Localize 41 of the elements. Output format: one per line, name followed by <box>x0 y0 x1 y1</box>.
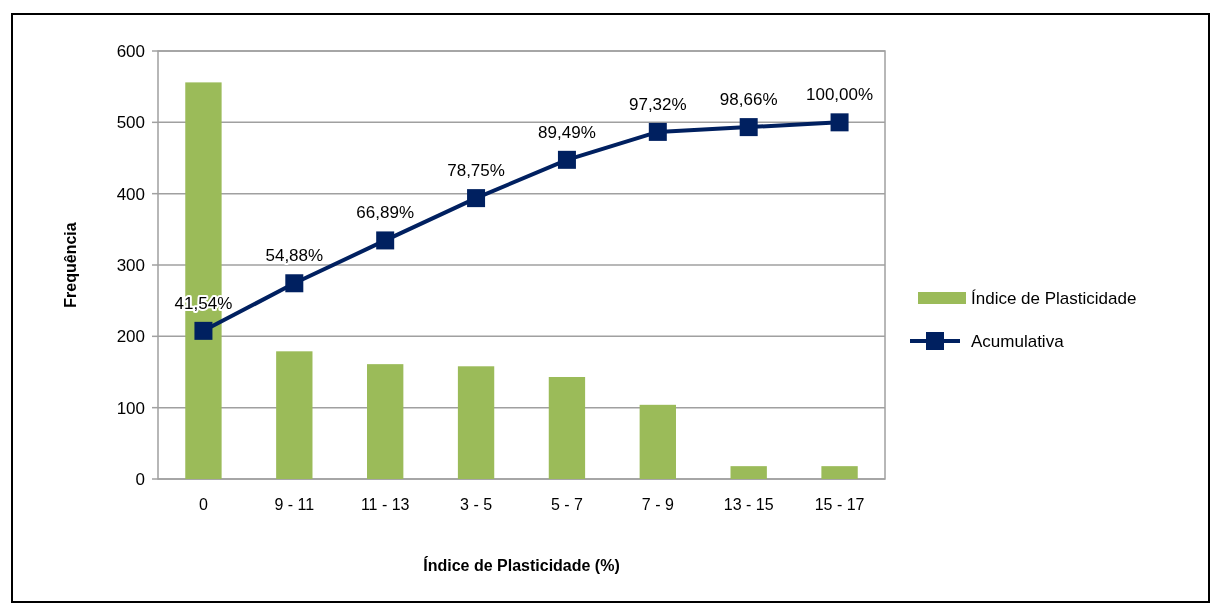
y-tick-label: 100 <box>116 398 145 418</box>
point <box>739 118 758 137</box>
x-tick-label: 9 - 11 <box>274 496 315 513</box>
x-tick-label: 5 - 7 <box>550 496 584 513</box>
bar <box>821 466 858 479</box>
legend-label: Índice de Plasticidade <box>971 288 1137 308</box>
point <box>830 113 849 132</box>
bar <box>639 404 676 479</box>
x-tick-label: 15 - 17 <box>814 496 865 513</box>
x-axis-title: Índice de Plasticidade (%) <box>423 556 620 574</box>
legend-label: Acumulativa <box>971 331 1065 351</box>
y-tick-label: 400 <box>116 184 145 204</box>
bar <box>457 366 495 479</box>
bar <box>367 364 404 479</box>
data-label: 89,49% <box>538 122 596 142</box>
data-label: 66,89% <box>356 203 415 223</box>
x-tick-label: 0 <box>198 496 208 513</box>
bar <box>276 351 313 479</box>
point <box>376 231 395 250</box>
y-tick-label: 300 <box>116 255 145 275</box>
point <box>467 189 486 208</box>
data-label: 78,75% <box>447 161 505 181</box>
data-label: 97,32% <box>628 94 687 114</box>
point <box>285 274 304 293</box>
data-label: 98,66% <box>719 90 778 110</box>
y-axis-title: Frequência <box>62 222 79 308</box>
point <box>648 122 667 141</box>
point <box>194 321 213 340</box>
y-tick-label: 500 <box>116 113 145 133</box>
data-label: 100,00% <box>806 85 874 105</box>
point <box>557 150 576 169</box>
x-tick-label: 7 - 9 <box>641 496 674 513</box>
x-tick-label: 3 - 5 <box>460 496 493 513</box>
data-label: 54,88% <box>265 246 324 266</box>
y-tick-label: 200 <box>116 327 145 347</box>
bar <box>730 466 767 479</box>
x-tick-label: 11 - 13 <box>360 496 410 513</box>
y-tick-label: 0 <box>135 469 145 489</box>
bar <box>548 376 586 479</box>
y-tick-label: 600 <box>116 41 145 61</box>
x-tick-label: 13 - 15 <box>723 496 774 513</box>
